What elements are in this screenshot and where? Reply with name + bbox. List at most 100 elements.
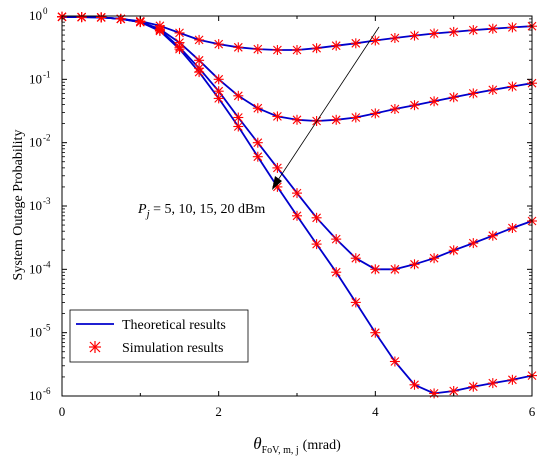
legend-sim-marker (89, 341, 101, 353)
y-tick-label: 10 (29, 325, 42, 340)
sim-marker (370, 264, 381, 275)
sim-marker (507, 374, 518, 385)
y-axis-label: System Outage Probability (11, 130, 26, 281)
sim-marker (311, 239, 322, 250)
sim-marker (272, 111, 283, 122)
annotation-arrow-head (272, 176, 282, 190)
sim-marker (292, 188, 302, 199)
x-tick-label: 2 (215, 404, 222, 419)
sim-marker (389, 356, 400, 367)
sim-marker (448, 92, 459, 103)
sim-marker (487, 84, 498, 95)
x-tick-label: 4 (372, 404, 379, 419)
sim-marker (429, 388, 440, 399)
y-tick-exponent: -2 (43, 133, 51, 143)
sim-marker (96, 12, 107, 23)
sim-marker (213, 93, 224, 104)
sim-marker (409, 379, 420, 390)
x-axis-label: θFoV, m, j (mrad) (253, 434, 341, 456)
sim-marker (389, 33, 400, 43)
sim-marker (350, 297, 361, 308)
sim-marker (213, 74, 224, 85)
sim-marker (115, 13, 126, 24)
y-tick-exponent: 0 (43, 6, 48, 16)
sim-marker (389, 104, 400, 114)
sim-marker (409, 30, 420, 41)
legend-theory-label: Theoretical results (122, 318, 226, 333)
y-tick-exponent: -3 (43, 196, 51, 206)
sim-marker (292, 45, 302, 55)
sim-marker (233, 112, 244, 123)
y-tick-label: 10 (29, 8, 42, 23)
y-tick-label: 10 (29, 135, 42, 150)
annotation-arrow (272, 26, 380, 190)
sim-marker (448, 245, 459, 256)
annotation-var: P (137, 202, 147, 217)
sim-marker (409, 100, 420, 111)
sim-marker (429, 28, 440, 39)
x-ticks: 0 2 4 6 (59, 16, 536, 419)
sim-marker (174, 27, 185, 38)
sim-marker (194, 67, 205, 78)
sim-marker (213, 86, 224, 97)
sim-marker (252, 44, 263, 55)
sim-marker (507, 81, 518, 92)
sim-marker (350, 38, 361, 49)
x-tick-label: 0 (59, 404, 66, 419)
annotation-rest: = 5, 10, 15, 20 dBm (150, 202, 266, 217)
sim-marker (252, 151, 263, 162)
sim-marker (331, 40, 342, 51)
y-tick-label: 10 (29, 388, 42, 403)
sim-marker (370, 35, 381, 46)
sim-marker (194, 55, 205, 66)
sim-marker (154, 26, 165, 36)
sim-marker (468, 88, 479, 99)
sim-marker (292, 114, 302, 125)
sim-marker (252, 103, 263, 114)
sim-marker (429, 96, 440, 107)
sim-marker (272, 162, 283, 173)
sim-marker (233, 90, 244, 101)
x-axis-label-unit: (mrad) (303, 438, 341, 453)
sim-marker (233, 121, 244, 132)
sim-marker (468, 25, 479, 36)
sim-marker (429, 253, 440, 264)
sim-marker (311, 212, 322, 223)
sim-marker (507, 22, 518, 33)
sim-marker (487, 23, 498, 34)
sim-marker (487, 230, 498, 241)
sim-marker (213, 39, 224, 50)
sim-marker (507, 223, 518, 233)
sim-marker (468, 381, 479, 392)
legend: Theoretical results Simulation results (69, 309, 249, 363)
sim-marker (174, 44, 185, 55)
sim-marker (272, 45, 283, 55)
y-tick-exponent: -1 (43, 69, 51, 79)
sim-marker (331, 267, 342, 278)
y-tick-exponent: -4 (43, 259, 51, 269)
sim-marker (233, 42, 244, 53)
sim-marker (389, 264, 400, 275)
y-tick-label: 10 (29, 71, 42, 86)
sim-marker (370, 327, 381, 338)
annotation-arrow-line (277, 26, 380, 181)
sim-marker (350, 253, 361, 264)
annotation-text: Pj = 5, 10, 15, 20 dBm (137, 202, 265, 220)
sim-marker (311, 43, 322, 54)
x-tick-label: 6 (529, 404, 536, 419)
sim-marker (350, 112, 361, 123)
x-axis-label-symbol: θ (253, 434, 261, 453)
sim-marker (448, 26, 459, 37)
sim-marker (76, 12, 87, 23)
sim-marker (194, 34, 205, 45)
x-axis-label-subscript: FoV, m, j (262, 445, 299, 456)
legend-box (69, 309, 249, 363)
sim-marker (370, 108, 381, 119)
sim-marker (468, 238, 479, 249)
sim-marker (331, 234, 342, 245)
sim-marker (135, 17, 146, 28)
sim-marker (252, 137, 263, 148)
